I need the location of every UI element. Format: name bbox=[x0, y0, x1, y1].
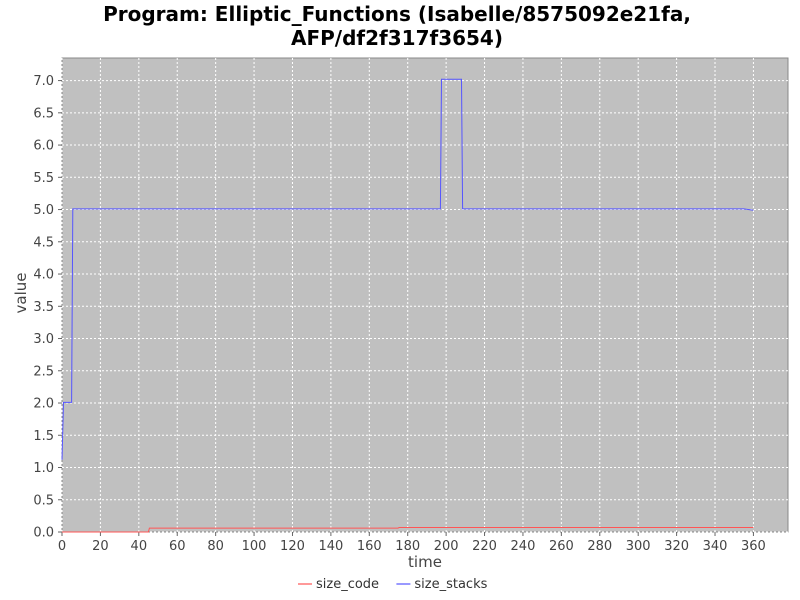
x-tick-label: 20 bbox=[92, 539, 109, 554]
y-tick-label: 6.0 bbox=[33, 139, 54, 154]
plot-area bbox=[61, 57, 789, 533]
series-line-size-stacks bbox=[61, 78, 754, 460]
x-tick-label: 360 bbox=[741, 539, 766, 554]
y-tick-label: 4.5 bbox=[33, 235, 54, 250]
y-tick-label: 0.0 bbox=[33, 526, 54, 541]
x-tick-label: 260 bbox=[549, 539, 574, 554]
y-tick-label: 2.0 bbox=[33, 397, 54, 412]
x-tick-label: 60 bbox=[169, 539, 186, 554]
x-tick-label: 140 bbox=[318, 539, 343, 554]
x-tick-label: 220 bbox=[472, 539, 497, 554]
x-tick-label: 320 bbox=[664, 539, 689, 554]
y-tick-label: 3.0 bbox=[33, 332, 54, 347]
series-lines bbox=[61, 78, 754, 533]
y-tick-label: 4.0 bbox=[33, 268, 54, 283]
x-tick-label: 120 bbox=[280, 539, 305, 554]
legend-label-size-code: size_code bbox=[316, 577, 379, 592]
y-tick-label: 5.5 bbox=[33, 171, 54, 186]
x-tick-label: 0 bbox=[58, 539, 66, 554]
x-tick-label: 100 bbox=[242, 539, 267, 554]
x-tick-label: 180 bbox=[395, 539, 420, 554]
x-axis-label: time bbox=[408, 553, 442, 571]
y-tick-label: 1.5 bbox=[33, 429, 54, 444]
axes: 0 20 40 60 80 100 120 140 160 180 200 220 240 260 280 3… bbox=[33, 74, 766, 554]
x-tick-label: 300 bbox=[626, 539, 651, 554]
y-axis-label: value bbox=[12, 273, 30, 314]
y-tick-label: 7.0 bbox=[33, 74, 54, 89]
y-tick-label: 0.5 bbox=[33, 493, 54, 508]
x-tick-label: 280 bbox=[587, 539, 612, 554]
grid bbox=[61, 58, 788, 533]
legend: size_code size_stacks bbox=[298, 577, 488, 592]
y-tick-label: 6.5 bbox=[33, 106, 54, 121]
series-line-size-code bbox=[62, 527, 754, 533]
chart-title-line-2: AFP/df2f317f3654) bbox=[291, 26, 503, 50]
x-tick-label: 160 bbox=[357, 539, 382, 554]
x-tick-label: 40 bbox=[131, 539, 148, 554]
x-tick-label: 340 bbox=[703, 539, 728, 554]
x-tick-label: 240 bbox=[511, 539, 536, 554]
x-tick-label: 200 bbox=[434, 539, 459, 554]
x-tick-label: 80 bbox=[207, 539, 224, 554]
y-tick-label: 3.5 bbox=[33, 300, 54, 315]
y-tick-label: 5.0 bbox=[33, 203, 54, 218]
y-tick-label: 2.5 bbox=[33, 364, 54, 379]
chart-title-line-1: Program: Elliptic_Functions (Isabelle/85… bbox=[103, 2, 691, 26]
y-tick-label: 1.0 bbox=[33, 461, 54, 476]
legend-label-size-stacks: size_stacks bbox=[414, 577, 487, 592]
